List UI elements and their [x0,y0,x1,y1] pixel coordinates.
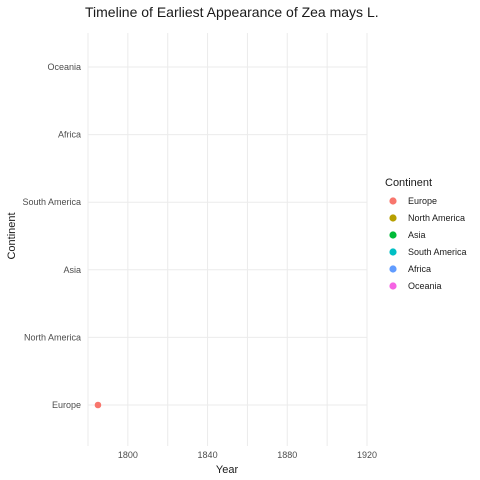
legend-label: Asia [408,230,426,240]
x-tick-labels: 1800 1840 1880 1920 [118,450,377,460]
x-tick-label: 1800 [118,450,138,460]
legend: Continent Europe North America Asia South A… [385,177,467,291]
legend-key [389,265,397,273]
x-tick-label: 1920 [357,450,377,460]
legend-label: Europe [408,196,437,206]
legend-label: Africa [408,264,431,274]
legend-key [389,231,397,239]
points-layer [94,401,102,409]
chart-title: Timeline of Earliest Appearance of Zea m… [85,4,379,20]
y-axis-title: Continent [6,212,18,259]
y-tick-label: Europe [52,400,81,410]
legend-key [389,214,397,222]
legend-key [389,197,397,205]
x-axis-title: Year [216,464,239,476]
legend-key [389,248,397,256]
y-tick-label: Asia [63,265,81,275]
x-tick-label: 1840 [198,450,218,460]
legend-label: South America [408,247,467,257]
grid-layer [87,33,368,446]
y-tick-label: South America [22,197,81,207]
legend-label: Oceania [408,281,442,291]
legend-title: Continent [385,177,432,189]
legend-label: North America [408,213,465,223]
y-tick-label: Oceania [47,62,81,72]
y-tick-label: North America [24,332,81,342]
legend-key [389,282,397,290]
y-tick-labels: Europe North America Asia South America Afri… [22,62,81,410]
x-tick-label: 1880 [277,450,297,460]
data-point [94,401,102,409]
y-tick-label: Africa [58,130,81,140]
